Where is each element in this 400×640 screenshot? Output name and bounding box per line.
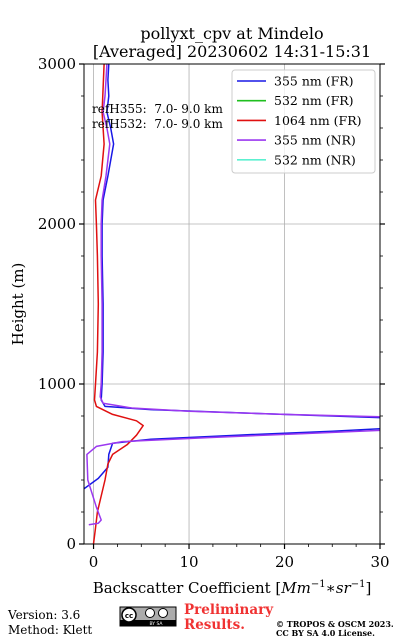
- legend-label: 532 nm (FR): [274, 93, 354, 108]
- x-tick-label: 10: [179, 553, 198, 571]
- series-line-355-nm-nr--1: [99, 64, 380, 418]
- series-line-355-nm-nr--0: [86, 429, 380, 526]
- y-tick-label: 2000: [38, 215, 76, 233]
- license-line2: CC BY SA 4.0 License.: [276, 628, 375, 638]
- x-axis-label-sup1: −1: [311, 579, 326, 590]
- y-axis-label: Height (m): [9, 263, 27, 346]
- x-tick-label: 20: [275, 553, 294, 571]
- series-layer: [84, 64, 380, 544]
- axis-ticks: 0 10 20 30 0 1000 2000 3000: [38, 55, 390, 571]
- y-tick-label: 0: [66, 535, 76, 553]
- cc-icon: [121, 607, 137, 623]
- x-axis-label: Backscatter Coefficient [Mm−1∗sr−1]: [93, 579, 372, 597]
- method-text: Method: Klett: [8, 623, 92, 637]
- cc-badge-text: BY SA: [149, 621, 163, 627]
- y-tick-label: 3000: [38, 55, 76, 73]
- x-axis-label-suffix: ]: [365, 579, 371, 597]
- x-tick-label: 0: [89, 553, 99, 571]
- x-axis-label-unit2: ∗sr: [326, 579, 352, 597]
- legend-label: 532 nm (NR): [274, 152, 356, 167]
- chart-title: pollyxt_cpv at Mindelo: [140, 24, 323, 43]
- x-tick-label: 30: [370, 553, 389, 571]
- ref-annotation-355: refH355: 7.0- 9.0 km: [92, 102, 223, 116]
- by-icon: [145, 608, 155, 618]
- chart-subtitle: [Averaged] 20230602 14:31-15:31: [93, 42, 371, 61]
- series-line-355-nm-fr--0: [84, 428, 380, 490]
- license-line1: © TROPOS & OSCM 2023.: [276, 619, 394, 629]
- plot-frame: [83, 63, 381, 545]
- legend: 355 nm (FR) 532 nm (FR) 1064 nm (FR) 355 nm…: [231, 69, 376, 174]
- preliminary-text-line2: Results.: [184, 617, 245, 633]
- x-axis-label-prefix: Backscatter Coefficient [: [93, 579, 282, 597]
- version-text: Version: 3.6: [7, 608, 80, 622]
- ref-annotation-532: refH532: 7.0- 9.0 km: [92, 117, 223, 131]
- svg-text:cc: cc: [125, 612, 133, 620]
- sa-icon: [158, 608, 168, 618]
- y-tick-label: 1000: [38, 375, 76, 393]
- x-axis-label-unit1: Mm: [280, 579, 311, 597]
- legend-label: 355 nm (FR): [274, 74, 354, 89]
- preliminary-text-line1: Preliminary: [184, 602, 274, 618]
- legend-label: 355 nm (NR): [274, 133, 356, 148]
- x-axis-label-sup2: −1: [351, 579, 366, 590]
- series-line-1064-nm-fr--0: [92, 64, 144, 544]
- cc-license-badge: cc BY SA: [119, 606, 177, 627]
- legend-label: 1064 nm (FR): [274, 113, 362, 128]
- legend-box: [231, 69, 376, 174]
